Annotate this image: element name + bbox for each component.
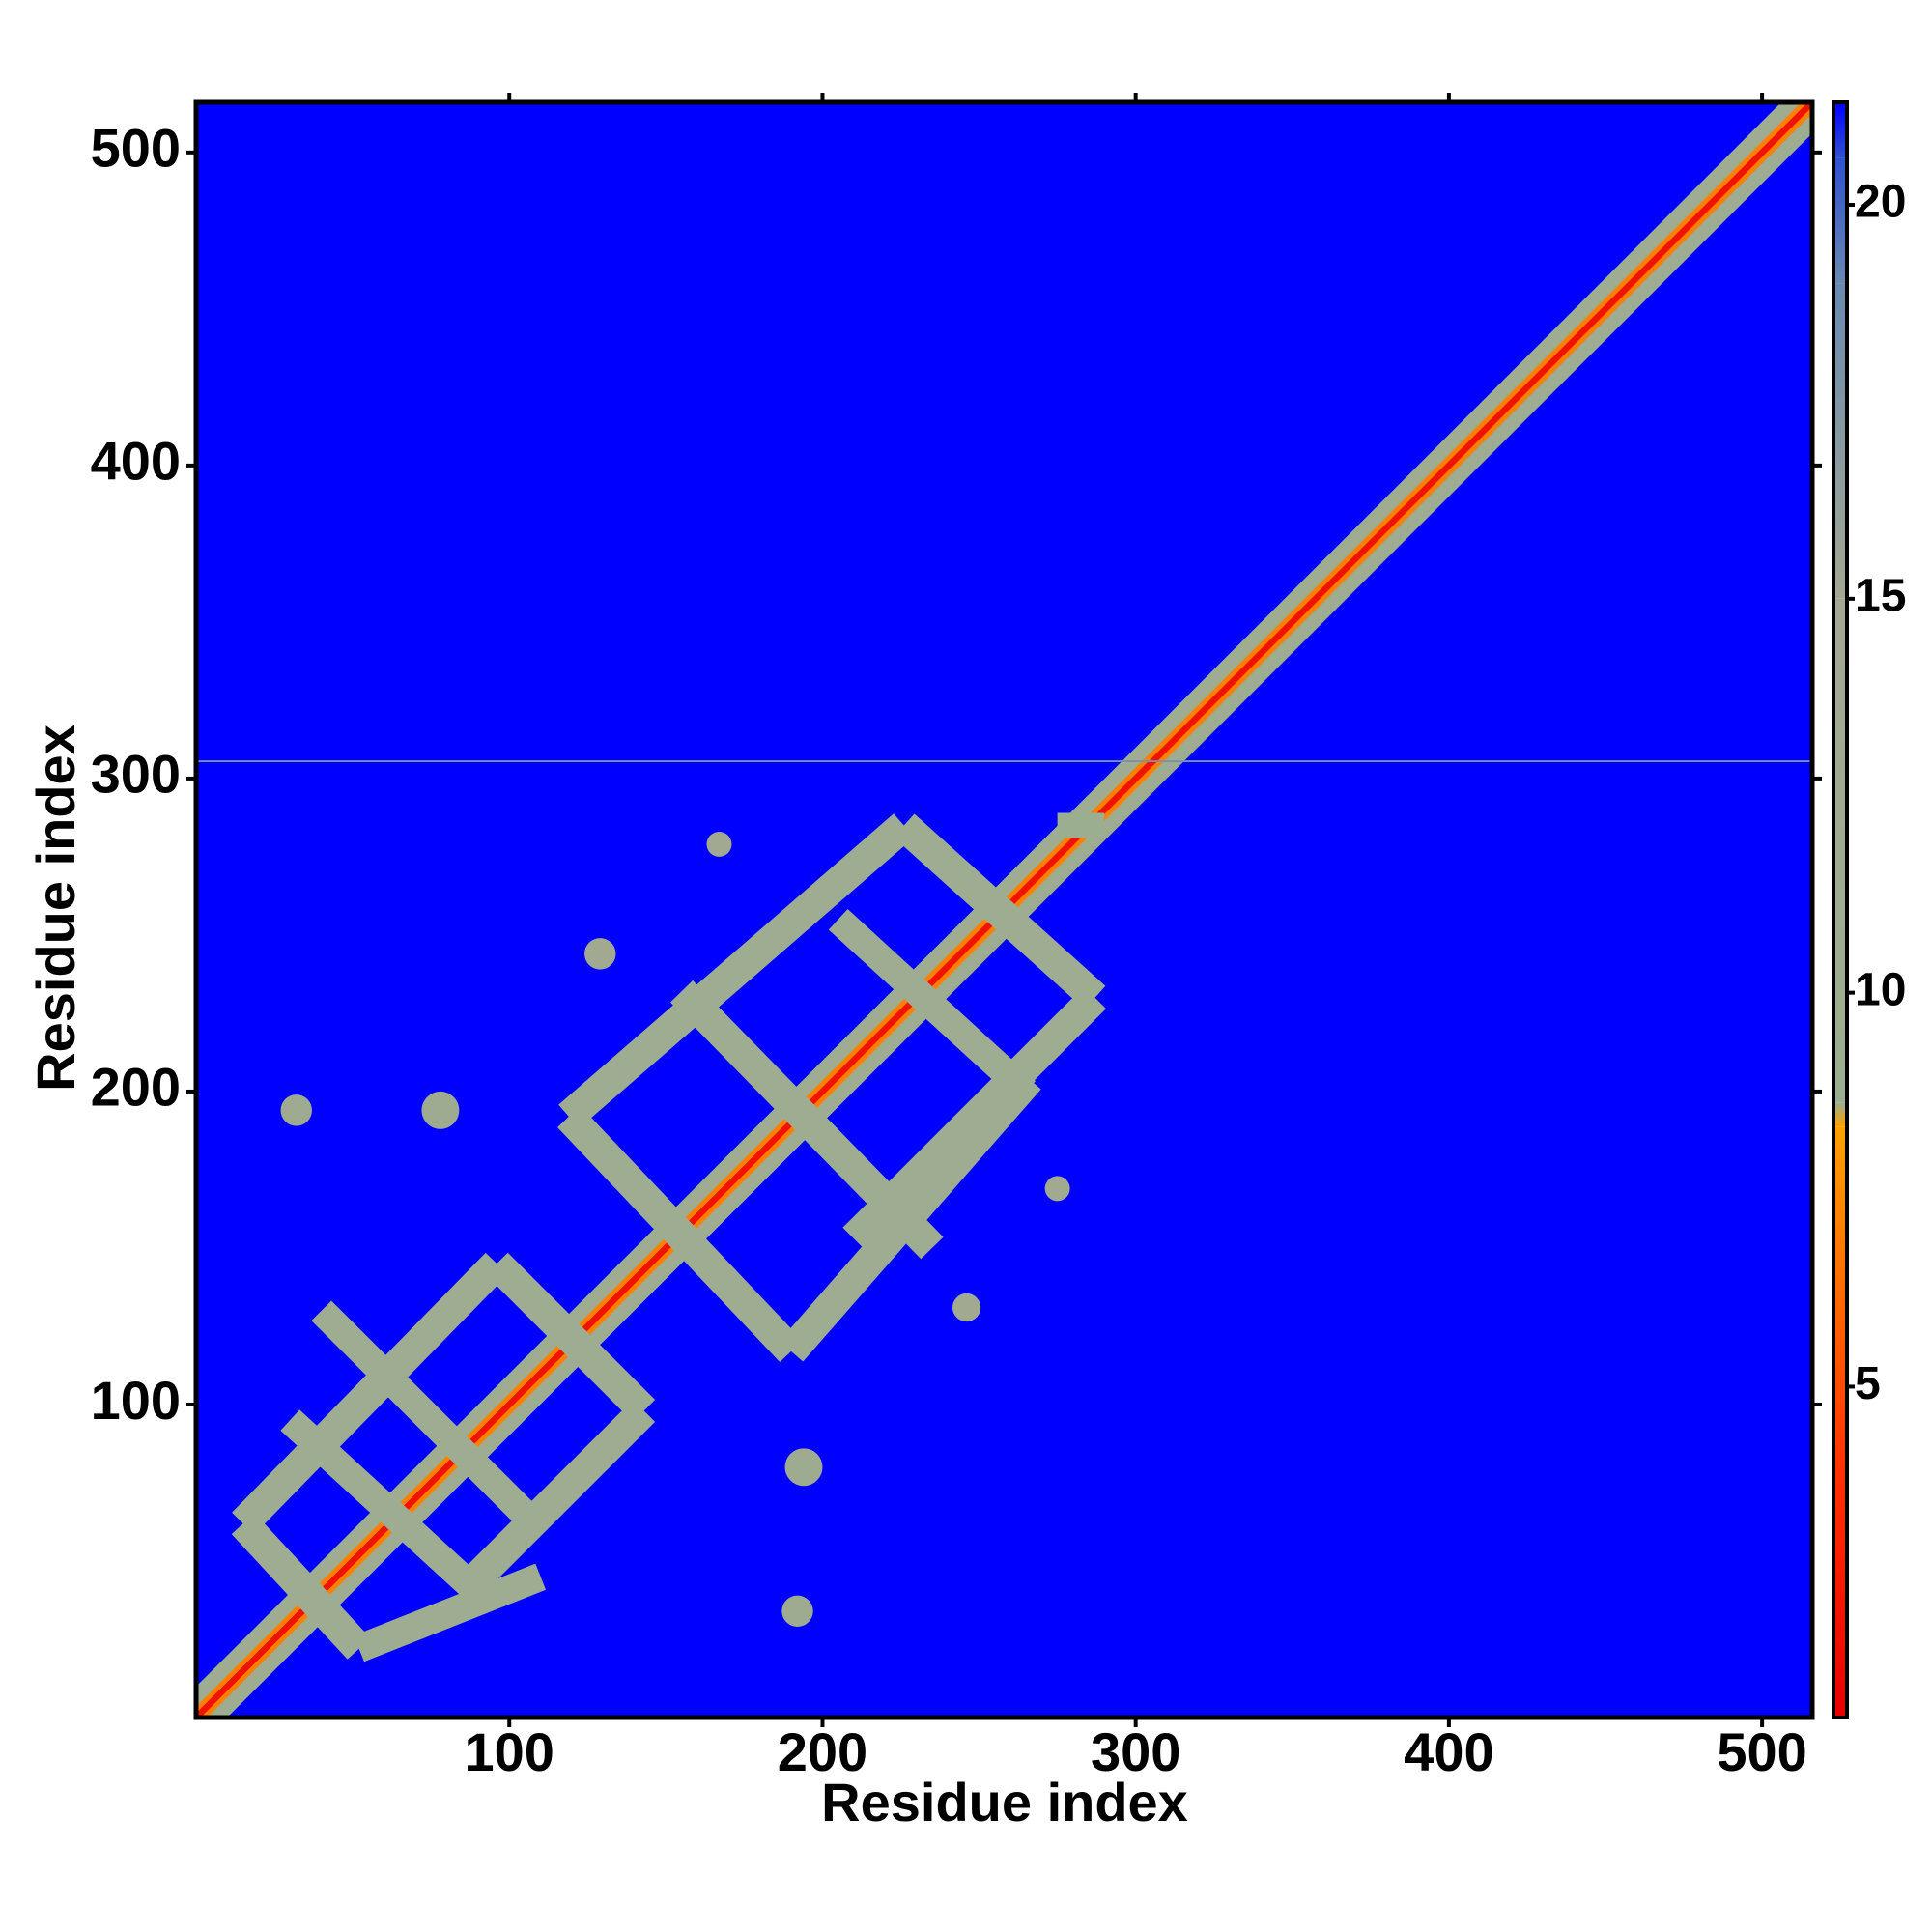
y-tick-label: 200: [91, 1057, 181, 1118]
colorbar-segment: [1833, 598, 1847, 1103]
contact: [280, 1409, 488, 1604]
contact: [557, 1105, 803, 1363]
y-tick-label: 500: [91, 118, 181, 179]
colorbar-segment: [1833, 1126, 1847, 1466]
y-axis-label: Residue index: [25, 724, 86, 1092]
contact: [485, 1252, 656, 1422]
colorbar-tick-label: 10: [1855, 964, 1906, 1015]
colorbar-frame: [1832, 100, 1849, 1719]
contact: [669, 980, 944, 1260]
y-tick-label: 300: [91, 744, 181, 805]
contact: [828, 908, 1037, 1102]
contact: [311, 1300, 551, 1540]
y-tick-label: 100: [91, 1370, 181, 1431]
colorbar-segment: [1833, 102, 1847, 158]
cells: [196, 102, 1812, 1718]
plot-frame: [193, 99, 1815, 1720]
colorbar-segment: [1833, 157, 1847, 284]
x-axis-label: Residue index: [821, 1772, 1188, 1833]
contact: [354, 1563, 547, 1662]
colorbar-segment: [1833, 1102, 1847, 1127]
x-tick-label: 500: [1717, 1721, 1806, 1782]
colorbar-tick-label: 20: [1855, 177, 1906, 228]
colorbar-tick-label: 5: [1855, 1358, 1881, 1409]
x-tick-label: 300: [1091, 1721, 1180, 1782]
contact: [558, 813, 915, 1129]
colorbar-segment: [1833, 1465, 1847, 1718]
contact: [231, 1513, 371, 1660]
contact: [467, 1399, 656, 1588]
contact: [232, 1252, 508, 1535]
colorbar-tick-label: 15: [1855, 571, 1906, 622]
x-tick-label: 100: [465, 1721, 554, 1782]
x-tick-label: 200: [778, 1721, 867, 1782]
colorbar-segment: [1833, 283, 1847, 599]
y-tick-label: 400: [91, 431, 181, 492]
contact: [893, 813, 1106, 1009]
x-tick-label: 400: [1404, 1721, 1493, 1782]
